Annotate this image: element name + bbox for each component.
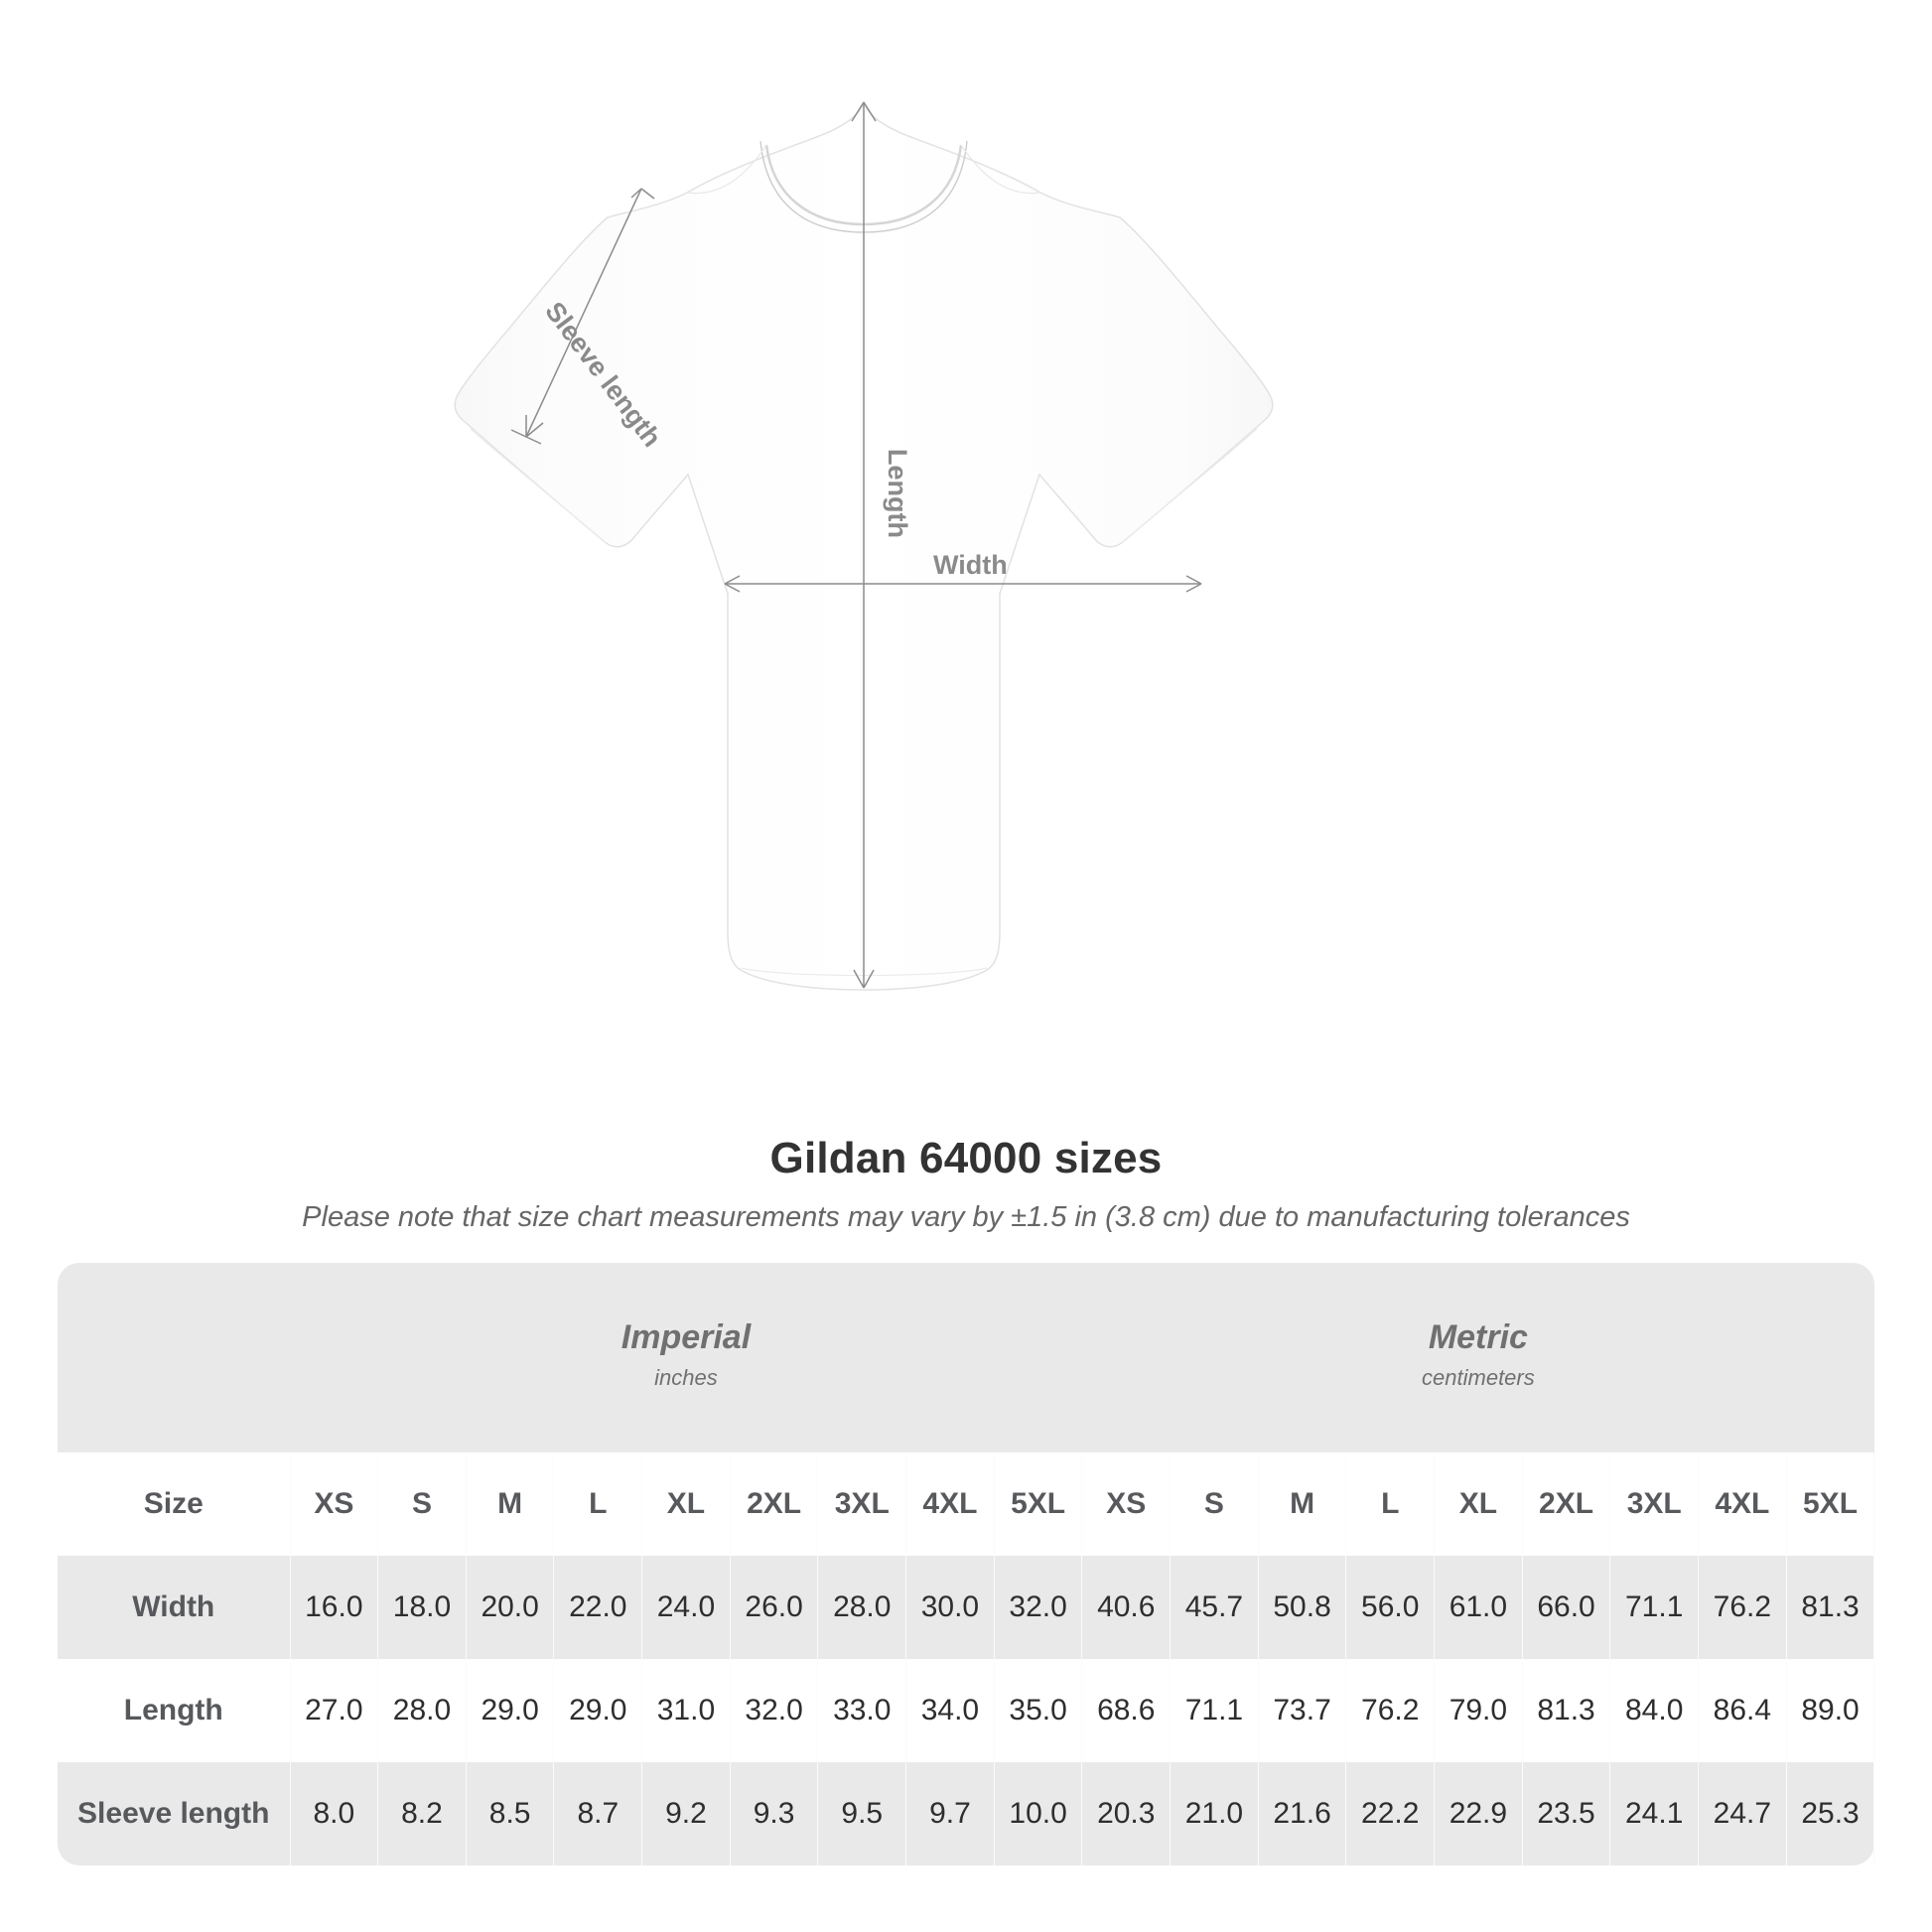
svg-text:Length: Length <box>883 449 912 538</box>
svg-text:Width: Width <box>933 550 1008 580</box>
